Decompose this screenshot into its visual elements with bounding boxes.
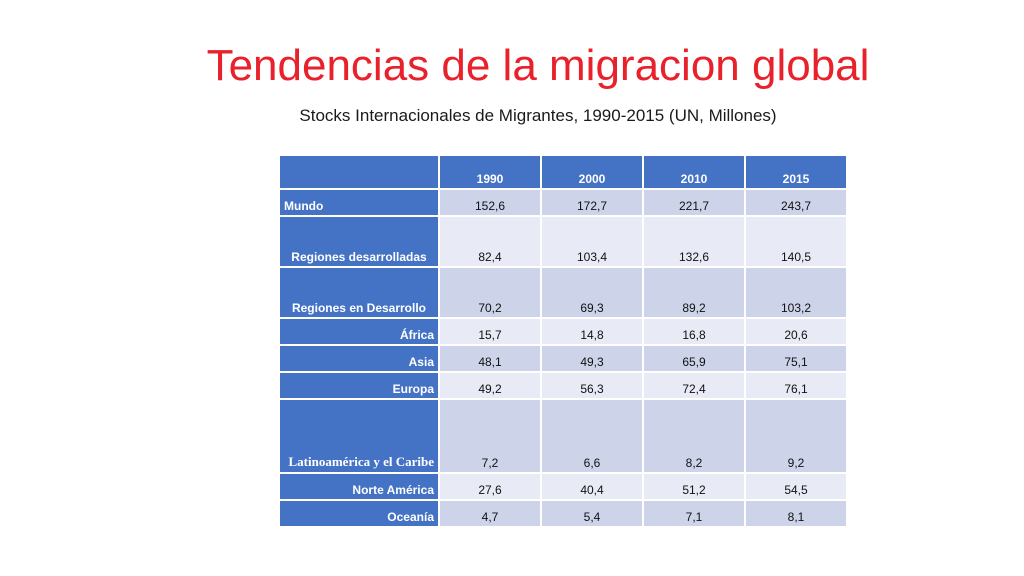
migrant-stocks-table: 1990 2000 2010 2015 Mundo 152,6 172,7 22… [278, 154, 848, 528]
table-cell: 54,5 [744, 472, 848, 501]
table-cell: 6,6 [540, 398, 644, 474]
row-label: Asia [278, 344, 440, 373]
table-cell: 65,9 [642, 344, 746, 373]
table-cell: 49,2 [438, 371, 542, 400]
table-row: África 15,7 14,8 16,8 20,6 [278, 317, 848, 346]
table-row: Regiones desarrolladas 82,4 103,4 132,6 … [278, 215, 848, 268]
header-year-2000: 2000 [540, 154, 644, 190]
table-cell: 82,4 [438, 215, 542, 268]
table-cell: 20,6 [744, 317, 848, 346]
table-row: Latinoamérica y el Caribe 7,2 6,6 8,2 9,… [278, 398, 848, 474]
table-row: Europa 49,2 56,3 72,4 76,1 [278, 371, 848, 400]
table-cell: 243,7 [744, 188, 848, 217]
table-cell: 56,3 [540, 371, 644, 400]
table-cell: 7,1 [642, 499, 746, 528]
header-year-2015: 2015 [744, 154, 848, 190]
header-corner-cell [278, 154, 440, 190]
table-cell: 69,3 [540, 266, 644, 319]
header-year-2010: 2010 [642, 154, 746, 190]
row-label: Norte América [278, 472, 440, 501]
table-cell: 132,6 [642, 215, 746, 268]
table-cell: 14,8 [540, 317, 644, 346]
table-row: Regiones en Desarrollo 70,2 69,3 89,2 10… [278, 266, 848, 319]
row-label: África [278, 317, 440, 346]
table-cell: 8,2 [642, 398, 746, 474]
table-cell: 8,1 [744, 499, 848, 528]
table-cell: 70,2 [438, 266, 542, 319]
table-cell: 75,1 [744, 344, 848, 373]
table-cell: 221,7 [642, 188, 746, 217]
table-cell: 103,2 [744, 266, 848, 319]
table-cell: 152,6 [438, 188, 542, 217]
table-row: Oceanía 4,7 5,4 7,1 8,1 [278, 499, 848, 528]
table-cell: 49,3 [540, 344, 644, 373]
table-cell: 40,4 [540, 472, 644, 501]
table-cell: 76,1 [744, 371, 848, 400]
table-cell: 48,1 [438, 344, 542, 373]
slide-title: Tendencias de la migracion global [206, 41, 870, 90]
table-cell: 140,5 [744, 215, 848, 268]
table-cell: 4,7 [438, 499, 542, 528]
table-header-row: 1990 2000 2010 2015 [278, 154, 848, 190]
row-label: Europa [278, 371, 440, 400]
table-cell: 72,4 [642, 371, 746, 400]
table-row: Asia 48,1 49,3 65,9 75,1 [278, 344, 848, 373]
table-cell: 89,2 [642, 266, 746, 319]
table-cell: 5,4 [540, 499, 644, 528]
row-label: Regiones en Desarrollo [278, 266, 440, 319]
table-cell: 7,2 [438, 398, 542, 474]
row-label: Oceanía [278, 499, 440, 528]
table-row: Mundo 152,6 172,7 221,7 243,7 [278, 188, 848, 217]
table-cell: 16,8 [642, 317, 746, 346]
row-label: Mundo [278, 188, 440, 217]
table-cell: 103,4 [540, 215, 644, 268]
table-cell: 51,2 [642, 472, 746, 501]
slide-subtitle: Stocks Internacionales de Migrantes, 199… [299, 106, 777, 125]
row-label: Latinoamérica y el Caribe [278, 398, 440, 474]
table-row: Norte América 27,6 40,4 51,2 54,5 [278, 472, 848, 501]
row-label: Regiones desarrolladas [278, 215, 440, 268]
table-cell: 172,7 [540, 188, 644, 217]
table-cell: 27,6 [438, 472, 542, 501]
table-cell: 15,7 [438, 317, 542, 346]
header-year-1990: 1990 [438, 154, 542, 190]
table-cell: 9,2 [744, 398, 848, 474]
